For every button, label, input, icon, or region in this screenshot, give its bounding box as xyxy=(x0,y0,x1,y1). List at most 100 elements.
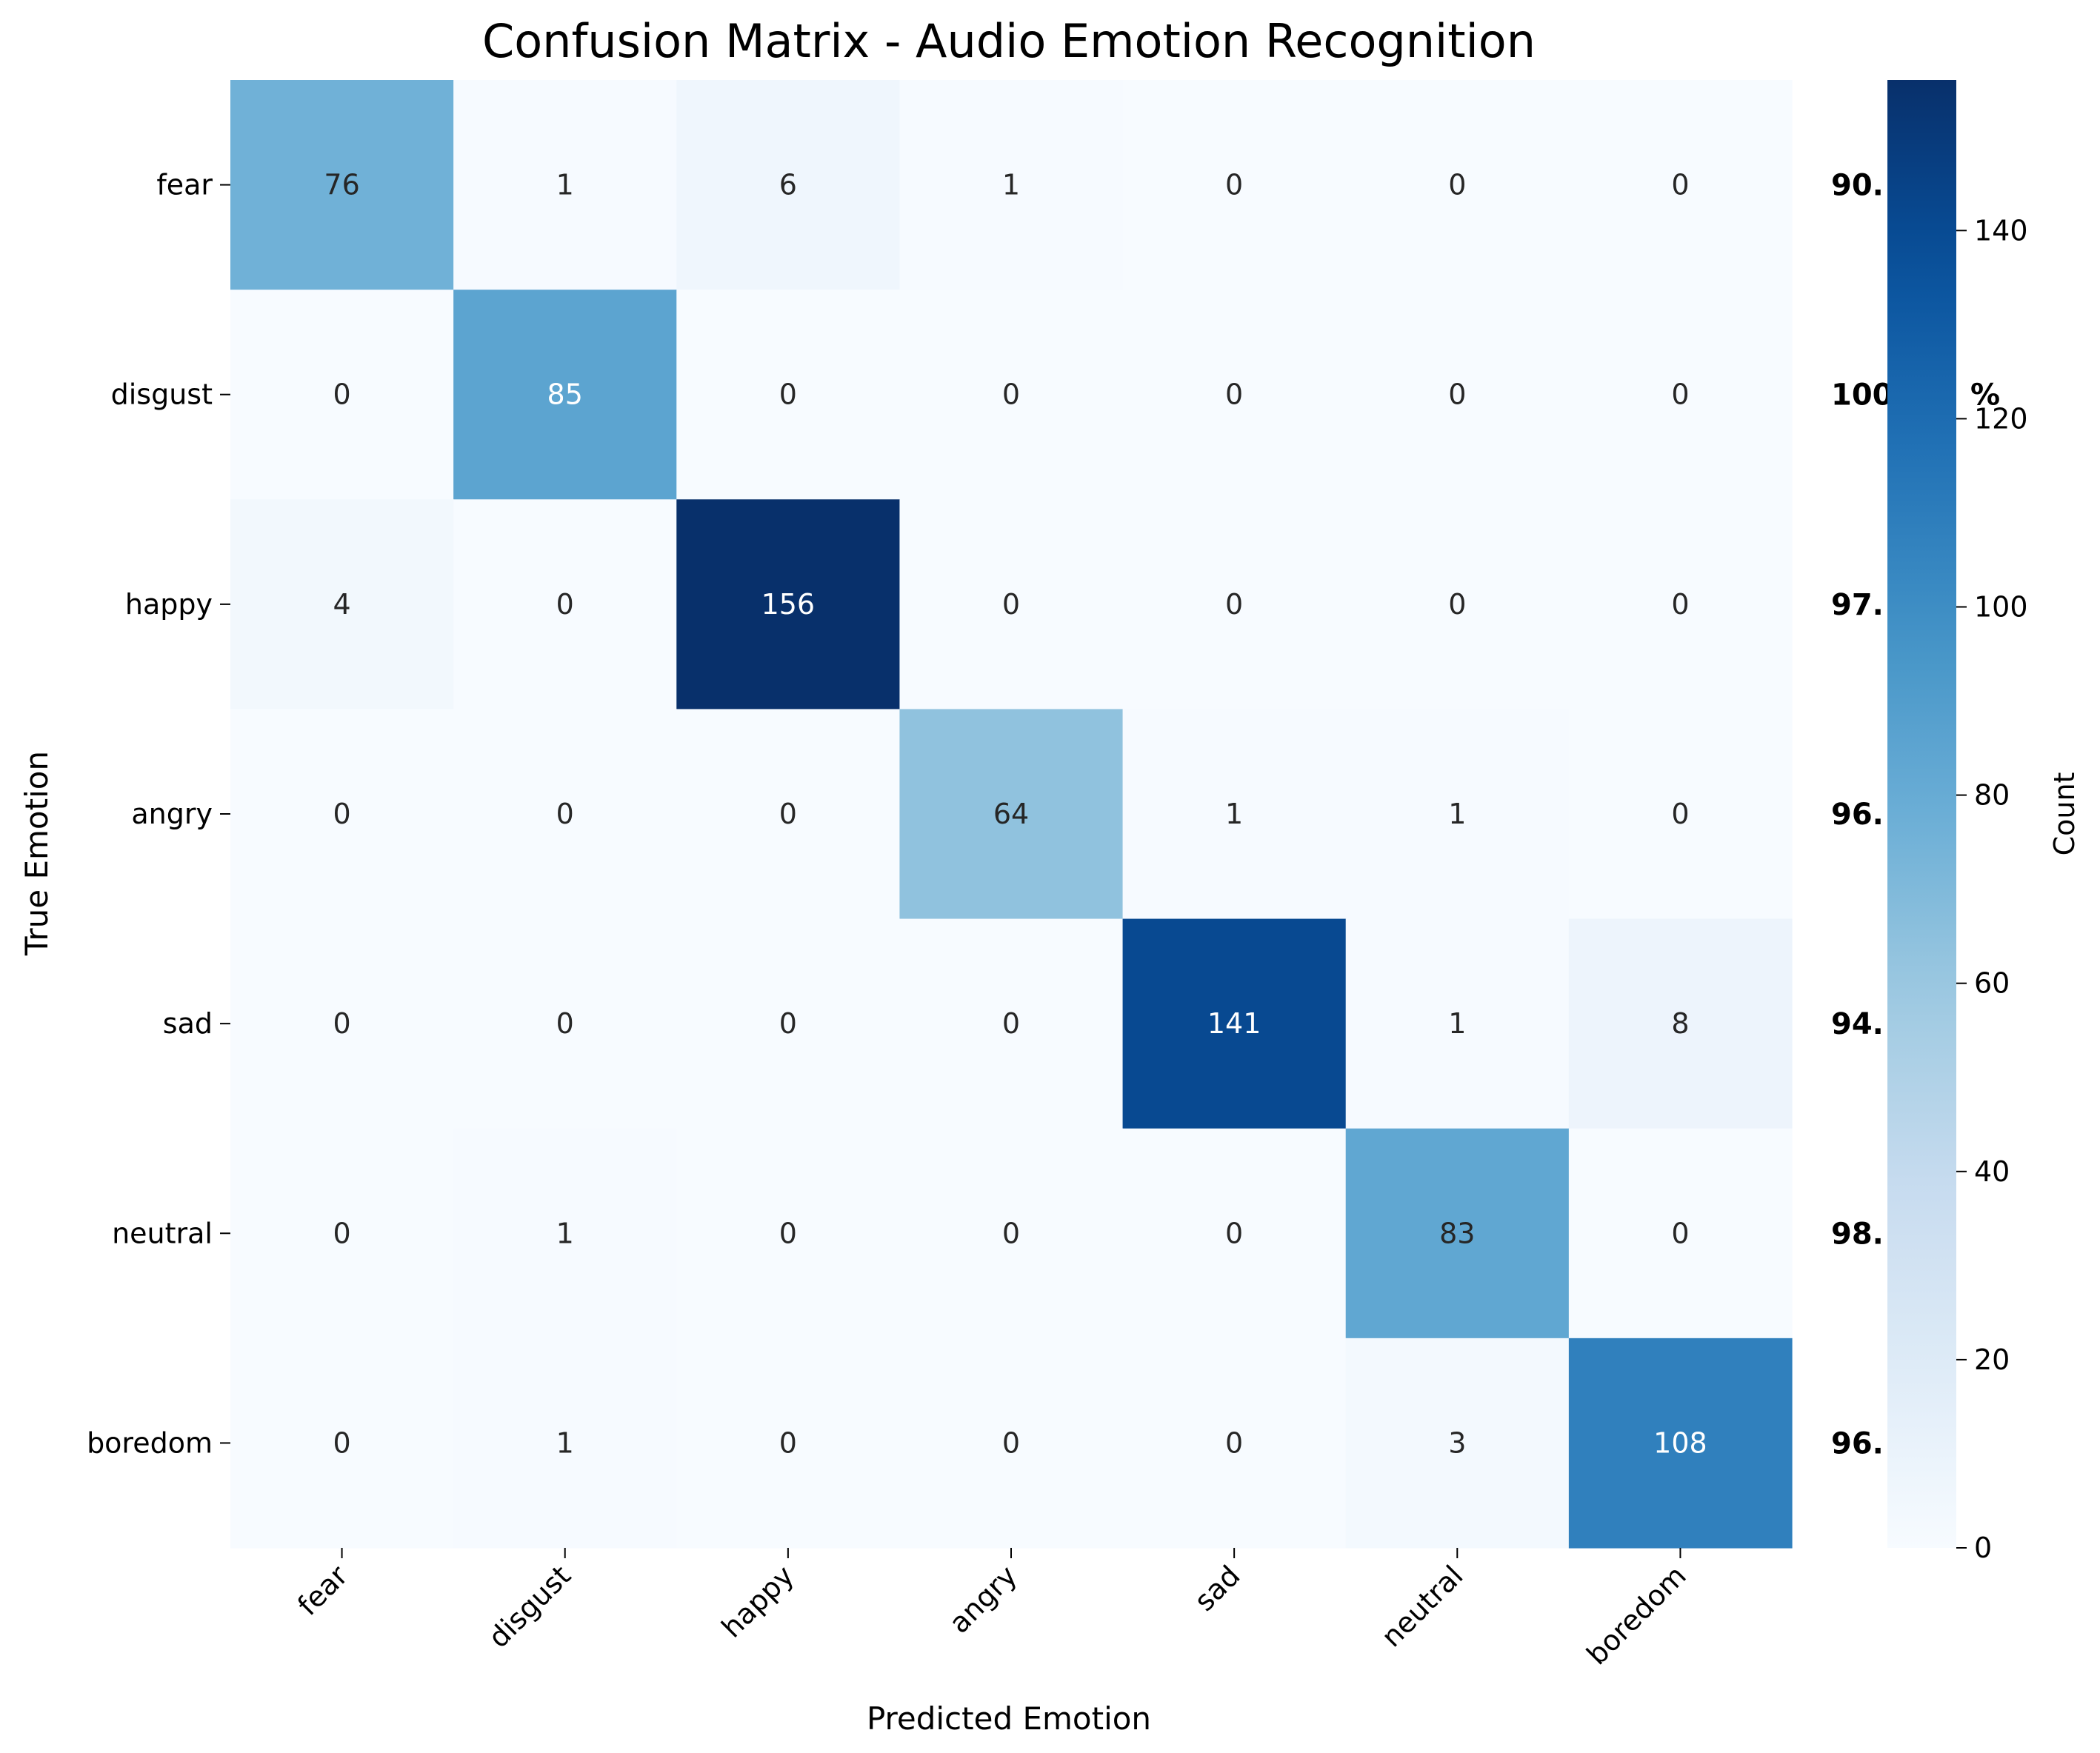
heatmap-cell xyxy=(1122,918,1347,1129)
heatmap-cell xyxy=(1345,1338,1570,1549)
cell-value-label: 0 xyxy=(1225,588,1243,621)
y-tick-label: fear xyxy=(156,169,213,201)
heatmap-cell xyxy=(676,80,901,290)
heatmap-cell xyxy=(676,499,901,710)
heatmap-cell xyxy=(899,80,1124,290)
heatmap-cell xyxy=(676,709,901,920)
heatmap-cell xyxy=(453,290,677,500)
heatmap-cell xyxy=(1122,290,1347,500)
cell-value-label: 0 xyxy=(1671,169,1689,201)
cell-value-label: 85 xyxy=(547,378,583,411)
cell-value-label: 0 xyxy=(1671,798,1689,830)
y-tick-label: boredom xyxy=(87,1426,213,1459)
cell-value-label: 0 xyxy=(1225,169,1243,201)
chart-title: Confusion Matrix - Audio Emotion Recogni… xyxy=(482,14,1536,68)
cell-value-label: 0 xyxy=(333,1426,350,1459)
heatmap-cell xyxy=(899,709,1124,920)
cell-value-label: 76 xyxy=(324,169,359,201)
cell-value-label: 0 xyxy=(556,1007,574,1040)
colorbar-tick-label: 100 xyxy=(1974,590,2028,623)
cell-value-label: 0 xyxy=(1448,378,1466,411)
cell-value-label: 1 xyxy=(556,1426,574,1459)
cell-value-label: 8 xyxy=(1671,1007,1689,1040)
row-accuracy-labels: 90. 100 % 97. 96. 94. 98. 96. xyxy=(1831,169,2000,1461)
heatmap-cell xyxy=(1345,1128,1570,1339)
cell-value-label: 4 xyxy=(333,588,350,621)
cell-value-label: 0 xyxy=(779,1426,797,1459)
cell-value-label: 6 xyxy=(779,169,797,201)
cell-value-label: 0 xyxy=(556,798,574,830)
heatmap-cell xyxy=(676,918,901,1129)
cell-value-label: 0 xyxy=(1448,588,1466,621)
cell-value-label: 64 xyxy=(993,798,1029,830)
cell-value-label: 1 xyxy=(1448,798,1466,830)
heatmap-cell xyxy=(1122,80,1347,290)
heatmap-cell xyxy=(453,918,677,1129)
cell-value-label: 0 xyxy=(1002,1007,1020,1040)
colorbar-tick-label: 140 xyxy=(1974,214,2028,247)
cell-value-label: 1 xyxy=(556,1217,574,1249)
x-tick-label: fear xyxy=(291,1559,354,1622)
x-tick-label: boredom xyxy=(1581,1559,1693,1671)
cell-value-label: 141 xyxy=(1207,1007,1261,1040)
cell-value-label: 1 xyxy=(1225,798,1243,830)
heatmap-cell xyxy=(1122,499,1347,710)
row-accuracy-label: 98. xyxy=(1831,1217,1884,1251)
cell-value-label: 108 xyxy=(1653,1426,1707,1459)
heatmap-cell xyxy=(1568,499,1793,710)
heatmap-cell xyxy=(453,1128,677,1339)
row-accuracy-label: 100 xyxy=(1831,378,1893,413)
heatmap-cell xyxy=(453,80,677,290)
colorbar-label: Count xyxy=(2048,772,2081,856)
cell-value-label: 0 xyxy=(779,1007,797,1040)
heatmap-cell xyxy=(676,1338,901,1549)
cell-value-label: 156 xyxy=(761,588,816,621)
cell-value-label: 0 xyxy=(1225,378,1243,411)
heatmap-cell xyxy=(230,709,454,920)
cell-value-label: 83 xyxy=(1439,1217,1475,1249)
cell-value-label: 0 xyxy=(779,1217,797,1249)
x-tick-label: happy xyxy=(716,1559,801,1644)
heatmap-cell xyxy=(1568,1128,1793,1339)
heatmap-cell xyxy=(230,1128,454,1339)
colorbar-tick-label: 60 xyxy=(1974,967,2010,1000)
x-axis-label: Predicted Emotion xyxy=(867,1700,1151,1737)
cell-value-label: 0 xyxy=(1225,1217,1243,1249)
heatmap-cell xyxy=(676,290,901,500)
colorbar-tick-label: 40 xyxy=(1974,1155,2010,1188)
x-axis-ticks: fear disgust happy angry sad neutral boredom xyxy=(291,1548,1693,1672)
x-tick-label: angry xyxy=(943,1559,1024,1640)
heatmap-cell xyxy=(1345,499,1570,710)
heatmap-cell xyxy=(1345,80,1570,290)
heatmap-cell-labels: 76 1 6 1 0 0 0 0 85 0 0 0 0 0 4 0 156 0 0 0 0 0 0 0 64 1 1 0 0 0 0 0 141… xyxy=(324,169,1707,1460)
x-tick-label: sad xyxy=(1188,1559,1247,1617)
cell-value-label: 0 xyxy=(1002,588,1020,621)
heatmap-cell xyxy=(676,1128,901,1339)
heatmap-cell xyxy=(453,1338,677,1549)
y-tick-label: happy xyxy=(125,588,213,621)
cell-value-label: 1 xyxy=(556,169,574,201)
heatmap-cell xyxy=(1122,1128,1347,1339)
heatmap-cell xyxy=(1568,80,1793,290)
heatmap-cell xyxy=(899,1338,1124,1549)
y-tick-label: sad xyxy=(163,1007,213,1040)
cell-value-label: 0 xyxy=(1002,1217,1020,1249)
heatmap-cell xyxy=(1122,709,1347,920)
heatmap-cell xyxy=(1345,290,1570,500)
colorbar-tick-label: 0 xyxy=(1974,1532,1992,1564)
heatmap-cell xyxy=(1568,709,1793,920)
heatmap-cell xyxy=(1345,918,1570,1129)
cell-value-label: 0 xyxy=(333,1007,350,1040)
row-accuracy-label: 94. xyxy=(1831,1007,1884,1041)
heatmap-cell xyxy=(899,918,1124,1129)
heatmap-cell xyxy=(1568,918,1793,1129)
colorbar-ticks: 0 20 40 60 80 100 120 140 xyxy=(1956,214,2028,1564)
cell-value-label: 3 xyxy=(1448,1426,1466,1459)
heatmap-cell xyxy=(230,1338,454,1549)
cell-value-label: 0 xyxy=(779,798,797,830)
heatmap-cell xyxy=(453,499,677,710)
heatmap-cell xyxy=(230,918,454,1129)
y-tick-label: disgust xyxy=(111,378,213,411)
row-accuracy-label: 90. xyxy=(1831,169,1884,203)
